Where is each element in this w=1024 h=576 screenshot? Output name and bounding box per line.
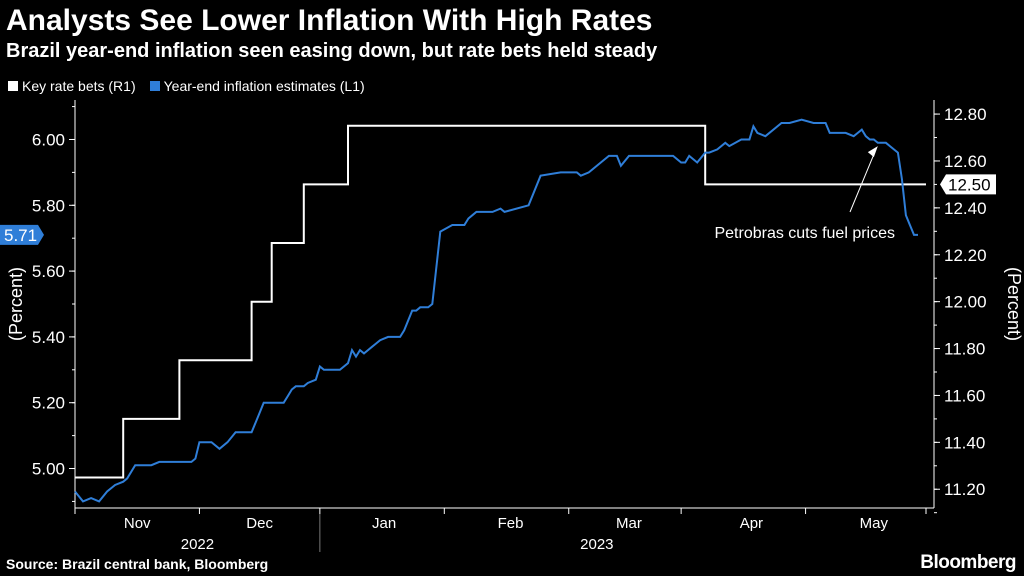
right-tick-label: 12.60 [944,152,987,171]
chart-subtitle: Brazil year-end inflation seen easing do… [6,40,658,62]
bloomberg-logo: Bloomberg [920,552,1016,573]
end-label-rate-box [940,174,996,195]
right-tick-label: 12.80 [944,105,987,124]
end-label-inflation-box [0,224,44,245]
annotation-arrow-line [849,151,876,213]
x-tick-label: Feb [498,515,524,532]
legend: Key rate bets (R1) Year-end inflation es… [8,78,365,94]
year-label: 2022 [181,536,214,553]
right-axis-label: (Percent) [1004,267,1024,341]
legend-label-rate: Key rate bets (R1) [22,78,136,94]
right-tick-label: 12.20 [944,246,987,265]
legend-label-inflation: Year-end inflation estimates (L1) [163,78,365,94]
right-tick-label: 12.40 [944,199,987,218]
left-tick-label: 5.20 [32,394,65,413]
end-label-inflation: 5.71 [4,226,37,245]
chart-title: Analysts See Lower Inflation With High R… [6,4,653,37]
series-line-key-rate [75,124,926,479]
annotation-arrow-head [867,146,878,158]
legend-swatch-inflation [149,81,160,91]
x-tick-label: Nov [124,515,151,532]
x-tick-label: May [860,515,889,532]
left-tick-label: 5.80 [32,196,65,215]
source-note: Source: Brazil central bank, Bloomberg [6,556,269,572]
year-label: 2023 [580,536,613,553]
right-tick-label: 11.80 [944,340,985,359]
x-tick-label: Mar [616,515,642,532]
legend-item-rate: Key rate bets (R1) [8,78,136,94]
x-tick-label: Apr [740,515,763,532]
right-tick-label: 11.40 [944,433,985,452]
x-tick-label: Jan [372,515,396,532]
series-line-inflation [74,118,918,503]
left-axis-label: (Percent) [6,267,26,341]
left-tick-label: 5.60 [32,262,65,281]
annotation-text: Petrobras cuts fuel prices [714,225,895,242]
legend-swatch-rate [8,81,18,91]
left-tick-label: 6.00 [32,130,65,149]
x-tick-label: Dec [246,515,273,532]
right-tick-label: 12.00 [944,293,987,312]
end-label-rate: 12.50 [948,175,991,194]
left-tick-label: 5.40 [32,328,65,347]
left-tick-label: 5.00 [32,460,65,479]
right-tick-label: 11.60 [944,386,985,405]
legend-item-inflation: Year-end inflation estimates (L1) [149,78,365,94]
right-tick-label: 11.20 [944,480,985,499]
